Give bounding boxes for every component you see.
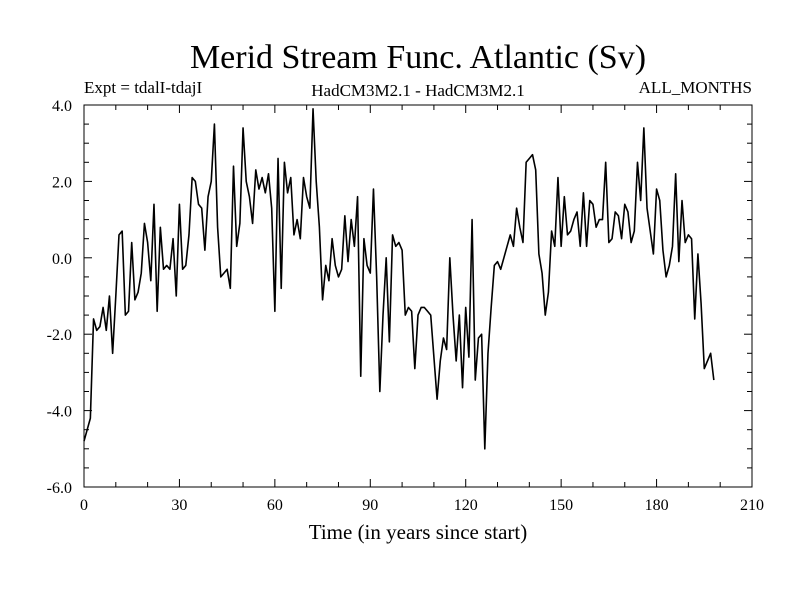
x-tick-label: 60 — [267, 497, 283, 514]
x-tick-label: 0 — [80, 497, 88, 514]
y-tick-label: -4.0 — [47, 404, 72, 421]
x-axis-label: Time (in years since start) — [309, 520, 528, 544]
series-line-tdalI-tdajI — [83, 108, 715, 450]
y-tick-label: -6.0 — [47, 480, 72, 497]
model-label: HadCM3M2.1 - HadCM3M2.1 — [311, 81, 524, 100]
y-tick-label: 4.0 — [52, 98, 72, 115]
axis-ticks — [83, 104, 753, 488]
period-label: ALL_MONTHS — [639, 78, 752, 97]
expt-label: Expt = tdalI-tdajI — [84, 78, 203, 97]
x-tick-label: 150 — [549, 497, 573, 514]
y-tick-labels: -6.0 -4.0 -2.0 0.0 2.0 4.0 — [47, 98, 72, 497]
y-tick-label: 2.0 — [52, 174, 72, 191]
plot-frame — [83, 104, 753, 488]
x-tick-label: 90 — [362, 497, 378, 514]
x-tick-label: 180 — [645, 497, 669, 514]
x-tick-label: 210 — [740, 497, 764, 514]
x-tick-label: 30 — [171, 497, 187, 514]
chart-title: Merid Stream Func. Atlantic (Sv) — [190, 39, 646, 76]
y-tick-label: -2.0 — [47, 327, 72, 344]
y-tick-label: 0.0 — [52, 251, 72, 268]
series-group — [83, 108, 715, 450]
x-tick-labels: 0 30 60 90 120 150 180 210 — [80, 497, 764, 514]
x-tick-label: 120 — [454, 497, 478, 514]
